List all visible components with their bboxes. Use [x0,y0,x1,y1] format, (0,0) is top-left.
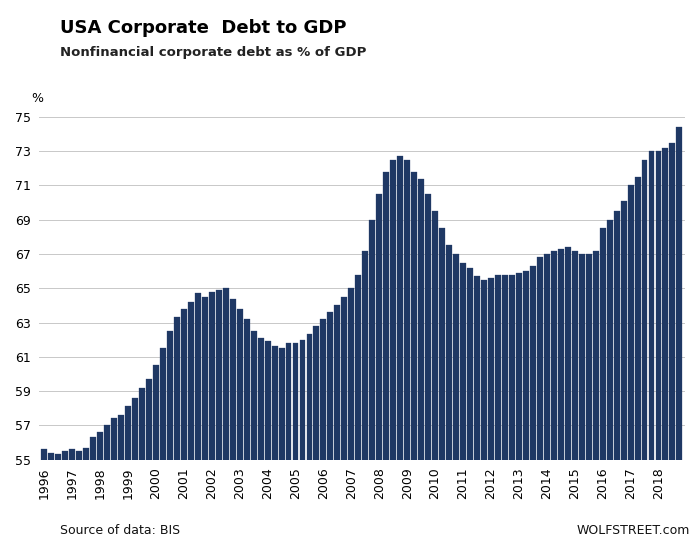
Bar [641,160,648,460]
Bar [676,127,682,460]
Bar [111,418,117,460]
Bar [411,172,417,460]
Bar [181,309,187,460]
Bar [404,160,410,460]
Text: %: % [31,92,43,105]
Bar [635,177,640,460]
Bar [425,194,431,460]
Bar [69,449,75,460]
Bar [537,257,542,460]
Bar [474,276,480,460]
Bar [481,280,487,460]
Text: Nonfinancial corporate debt as % of GDP: Nonfinancial corporate debt as % of GDP [60,46,366,59]
Bar [586,254,592,460]
Bar [160,348,166,460]
Bar [216,290,222,460]
Bar [579,254,584,460]
Bar [83,448,89,460]
Bar [655,151,662,460]
Bar [209,292,215,460]
Bar [62,451,68,460]
Bar [300,339,305,460]
Bar [356,275,361,460]
Bar [97,432,103,460]
Bar [384,172,389,460]
Bar [153,366,159,460]
Bar [628,186,634,460]
Bar [132,398,138,460]
Bar [174,317,180,460]
Bar [600,228,606,460]
Bar [118,415,124,460]
Bar [188,302,194,460]
Bar [467,268,473,460]
Bar [55,454,61,460]
Bar [621,201,626,460]
Bar [314,326,319,460]
Bar [502,275,508,460]
Text: USA Corporate  Debt to GDP: USA Corporate Debt to GDP [60,19,346,37]
Bar [139,388,145,460]
Bar [614,211,620,460]
Bar [516,273,522,460]
Bar [328,312,333,460]
Bar [418,178,424,460]
Bar [453,254,459,460]
Bar [104,425,110,460]
Bar [90,437,96,460]
Bar [662,148,668,460]
Bar [530,266,536,460]
Bar [335,305,340,460]
Bar [48,453,54,460]
Bar [495,275,501,460]
Bar [558,249,564,460]
Bar [125,406,131,460]
Bar [321,319,326,460]
Bar [391,160,396,460]
Bar [544,254,550,460]
Bar [565,247,570,460]
Bar [593,251,598,460]
Bar [258,338,264,460]
Bar [349,288,354,460]
Text: Source of data: BIS: Source of data: BIS [60,524,180,537]
Bar [446,245,452,460]
Bar [363,251,368,460]
Bar [195,293,201,460]
Bar [307,335,312,460]
Bar [648,151,654,460]
Bar [237,309,243,460]
Bar [230,299,236,460]
Bar [293,343,298,460]
Bar [607,220,612,460]
Bar [377,194,382,460]
Bar [146,379,152,460]
Bar [551,251,556,460]
Bar [41,449,47,460]
Bar [202,297,208,460]
Bar [265,341,271,460]
Bar [572,251,578,460]
Bar [223,288,229,460]
Bar [251,331,257,460]
Bar [439,228,445,460]
Bar [76,451,82,460]
Bar [244,319,250,460]
Bar [272,347,277,460]
Bar [397,156,403,460]
Bar [460,263,466,460]
Bar [509,275,515,460]
Bar [342,297,347,460]
Bar [286,343,291,460]
Text: WOLFSTREET.com: WOLFSTREET.com [576,524,690,537]
Bar [488,278,494,460]
Bar [279,348,284,460]
Bar [669,143,675,460]
Bar [370,220,375,460]
Bar [523,271,528,460]
Bar [167,331,173,460]
Bar [432,211,438,460]
